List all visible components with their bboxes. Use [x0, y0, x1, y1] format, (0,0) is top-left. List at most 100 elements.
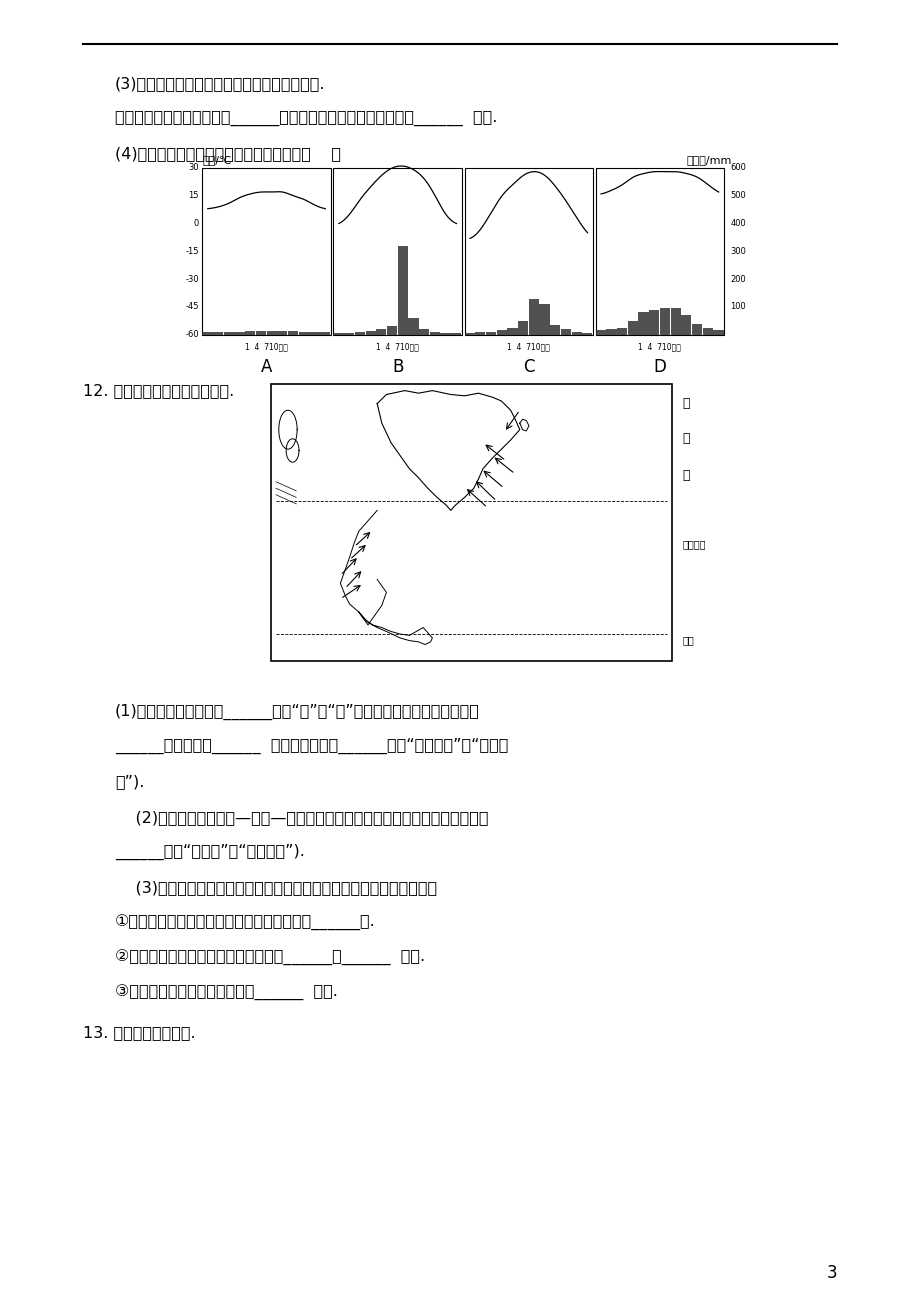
Bar — [485, 332, 495, 335]
Bar — [507, 328, 517, 335]
Text: 赤道: 赤道 — [682, 635, 694, 646]
Text: 15: 15 — [188, 191, 199, 201]
Bar — [202, 332, 212, 335]
Text: 润”).: 润”). — [115, 773, 144, 789]
Bar — [571, 332, 581, 335]
Bar — [355, 332, 365, 335]
Bar — [277, 331, 287, 335]
Text: ①受季风影响，我国东部地区降水主要集中在______季.: ①受季风影响，我国东部地区降水主要集中在______季. — [115, 915, 375, 931]
Bar — [582, 333, 592, 335]
Text: 1  4  710月份: 1 4 710月份 — [244, 342, 288, 352]
Text: 北回归线: 北回归线 — [682, 539, 706, 549]
Text: (1)我国夏季盛行的是偏______（填“南”或“北”）风，夏季风主要来自东面的: (1)我国夏季盛行的是偏______（填“南”或“北”）风，夏季风主要来自东面的 — [115, 704, 480, 720]
Text: 低气压: 低气压 — [427, 405, 446, 415]
Text: (4)下列四图中，能表示我国季风气候的是（    ）: (4)下列四图中，能表示我国季风气候的是（ ） — [115, 146, 341, 161]
Text: 冬季风活动强烈，就会爆发______；夏季风活动不稳定，容易导致______  灾害.: 冬季风活动强烈，就会爆发______；夏季风活动不稳定，容易导致______ 灾… — [115, 111, 497, 126]
Text: -15: -15 — [185, 247, 199, 255]
Bar — [659, 309, 669, 335]
Bar — [712, 331, 722, 335]
Bar — [234, 332, 244, 335]
Text: B: B — [391, 358, 403, 376]
Text: 400: 400 — [730, 219, 745, 228]
Text: 12. 读我国夏季风图，回答问题.: 12. 读我国夏季风图，回答问题. — [83, 383, 233, 398]
Bar — [299, 332, 309, 335]
Text: ______（填“季风区”或“非季风区”).: ______（填“季风区”或“非季风区”). — [115, 844, 304, 859]
Text: 1  4  710月份: 1 4 710月份 — [638, 342, 681, 352]
Bar — [680, 315, 691, 335]
Bar — [596, 168, 723, 335]
Bar — [702, 328, 712, 335]
Bar — [561, 329, 571, 335]
Text: 30: 30 — [187, 164, 199, 172]
Text: C: C — [522, 358, 534, 376]
Bar — [606, 329, 616, 335]
Bar — [596, 331, 606, 335]
Bar — [397, 246, 407, 335]
Bar — [464, 168, 593, 335]
Bar — [223, 332, 233, 335]
Bar — [309, 332, 319, 335]
Text: D: D — [652, 358, 665, 376]
Text: 洋: 洋 — [682, 469, 689, 482]
Bar — [638, 312, 648, 335]
Bar — [450, 333, 460, 335]
Text: 1  4  710月份: 1 4 710月份 — [376, 342, 419, 352]
Text: 1  4  710月份: 1 4 710月份 — [506, 342, 550, 352]
Text: (2)习惯上将大兴安岭—阴山—贺兰山以东以南受夏季风影响明显的地区，称为: (2)习惯上将大兴安岭—阴山—贺兰山以东以南受夏季风影响明显的地区，称为 — [115, 810, 488, 825]
Text: 平: 平 — [682, 432, 689, 445]
Bar — [271, 384, 671, 661]
Bar — [408, 318, 418, 335]
Bar — [418, 329, 429, 335]
Bar — [244, 331, 255, 335]
Bar — [255, 331, 266, 335]
Text: 13. 读下图，回答问题.: 13. 读下图，回答问题. — [83, 1025, 195, 1040]
Text: 西
南
季
风: 西 南 季 风 — [379, 534, 384, 573]
Bar — [333, 168, 461, 335]
Text: -30: -30 — [185, 275, 199, 284]
Bar — [440, 333, 450, 335]
Text: ②我国年降水量空间分布的总趋势是从______向______  递减.: ②我国年降水量空间分布的总趋势是从______向______ 递减. — [115, 950, 425, 966]
Text: ③夏季风活动不稳定，容易导致______  灾害.: ③夏季风活动不稳定，容易导致______ 灾害. — [115, 986, 337, 1001]
Bar — [213, 332, 223, 335]
Text: 500: 500 — [730, 191, 745, 201]
Bar — [464, 333, 474, 335]
Bar — [387, 327, 397, 335]
Bar — [517, 320, 528, 335]
Bar — [691, 323, 701, 335]
Bar — [496, 331, 506, 335]
Text: -60: -60 — [185, 331, 199, 339]
Text: 600: 600 — [730, 164, 745, 172]
Bar — [649, 310, 659, 335]
Text: A: A — [261, 358, 272, 376]
Bar — [475, 332, 485, 335]
Bar — [429, 332, 439, 335]
Bar — [267, 331, 277, 335]
Bar — [627, 320, 637, 335]
Text: 3: 3 — [825, 1264, 836, 1282]
Bar — [539, 305, 549, 335]
Bar — [320, 332, 330, 335]
Bar — [202, 168, 331, 335]
Bar — [550, 326, 560, 335]
Bar — [617, 328, 627, 335]
Bar — [333, 333, 344, 335]
Bar — [670, 309, 680, 335]
Bar — [376, 329, 386, 335]
Text: ______洋和西南的______  洋，气候特点是______（填“寒冷干燥”或“温暖湿: ______洋和西南的______ 洋，气候特点是______（填“寒冷干燥”或… — [115, 738, 508, 754]
Bar — [344, 333, 354, 335]
Text: 100: 100 — [730, 302, 745, 311]
Text: -45: -45 — [185, 302, 199, 311]
Text: 0: 0 — [193, 219, 199, 228]
Text: (3)季风的影响是导致我国降水时空分配不均的主要原因，分析回答：: (3)季风的影响是导致我国降水时空分配不均的主要原因，分析回答： — [115, 880, 437, 896]
Text: 200: 200 — [730, 275, 745, 284]
Text: 300: 300 — [730, 247, 745, 255]
Text: 气温/℃: 气温/℃ — [202, 155, 232, 165]
Text: 东
南
季
风: 东 南 季 风 — [406, 462, 412, 501]
Text: 太: 太 — [682, 397, 689, 410]
Bar — [528, 298, 539, 335]
Text: 低
气
压: 低 气 压 — [291, 465, 297, 499]
Text: (3)我国的季风气候很容易带来各种灾害性天气.: (3)我国的季风气候很容易带来各种灾害性天气. — [115, 76, 325, 91]
Bar — [288, 331, 298, 335]
Text: 降水量/mm: 降水量/mm — [686, 155, 731, 165]
Bar — [365, 331, 375, 335]
